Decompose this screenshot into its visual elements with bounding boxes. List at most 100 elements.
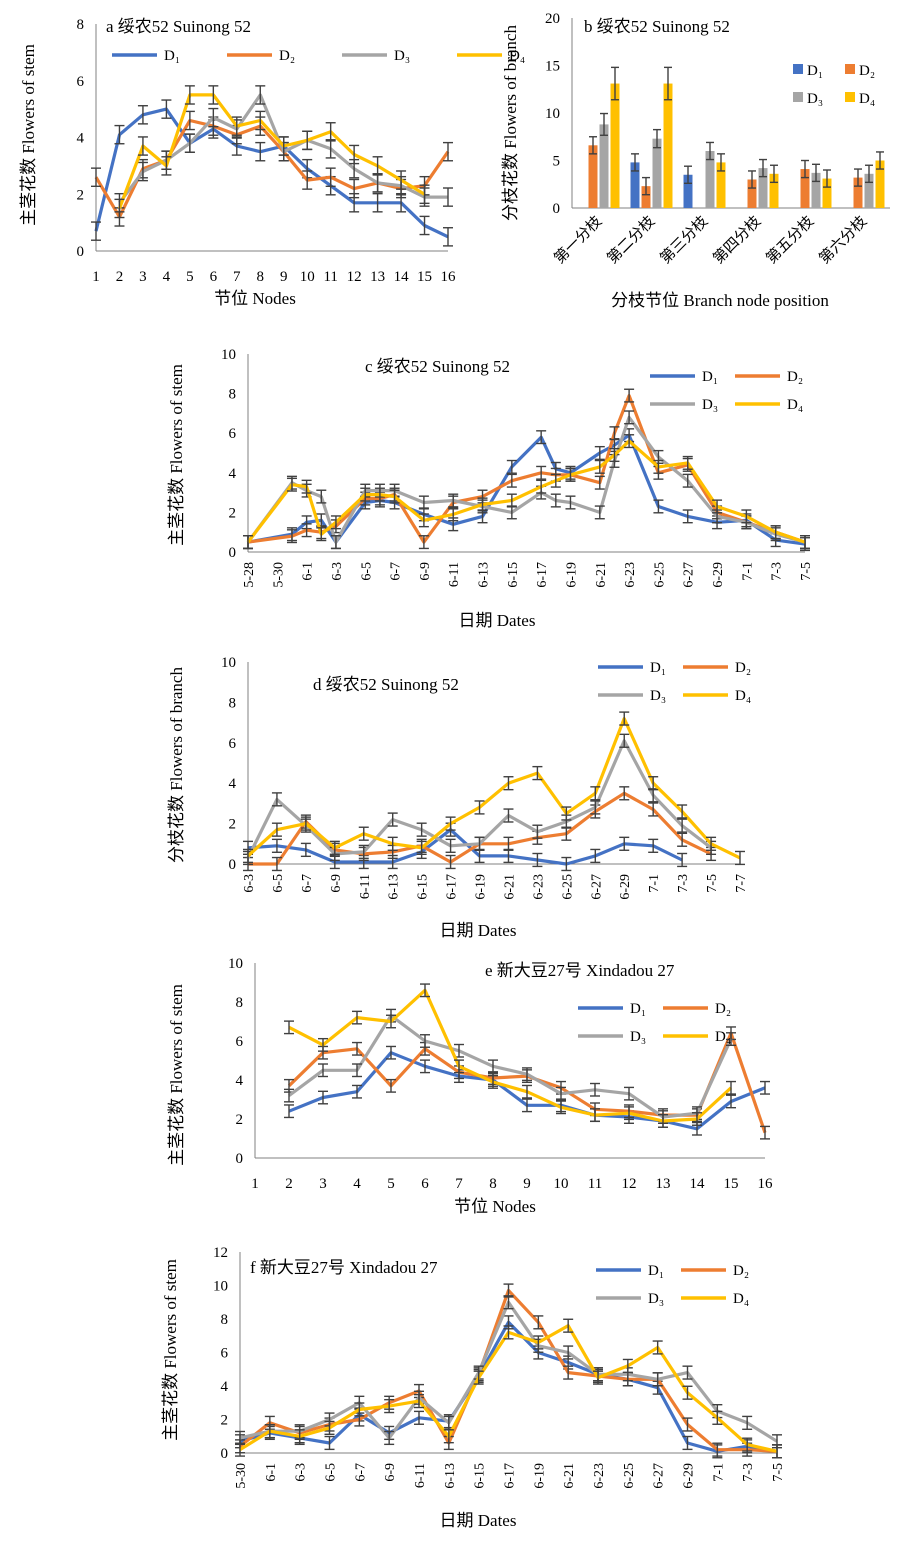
legend-label-d2: D₂ xyxy=(735,660,751,676)
bar-b-s3-c1 xyxy=(599,124,609,208)
series-line-e-d4 xyxy=(288,988,733,1123)
y-tick-label: 2 xyxy=(229,817,237,833)
y-tick-label: 8 xyxy=(236,995,244,1011)
bar-b-s2-c5 xyxy=(800,169,810,208)
x-tick-label: 7 xyxy=(455,1176,463,1192)
bar-b-s2-c1 xyxy=(588,145,598,208)
x-tick-label: 6-25 xyxy=(560,874,575,900)
legend-label-d3: D₃ xyxy=(807,91,823,107)
bar-b-s3-c3 xyxy=(705,151,715,208)
legend-label-d3: D₃ xyxy=(648,1291,664,1307)
bar-b-s3-c5 xyxy=(811,172,821,208)
chart-panel-e: 0 2 4 6 8 10 e 新大豆27号 Xindadou 27 节位 Nodes 主茎花数 … xyxy=(167,956,773,1216)
x-tick-label: 10 xyxy=(554,1176,569,1192)
x-tick-label: 7-1 xyxy=(647,874,662,893)
bar-b-s4-c5 xyxy=(822,178,832,208)
x-axis-label: 分枝节位 Branch node position xyxy=(611,291,829,310)
x-tick-label: 13 xyxy=(656,1176,671,1192)
x-tick-label: 7-1 xyxy=(740,562,755,581)
x-tick-label: 5-30 xyxy=(234,1463,249,1489)
x-tick-label: 6-5 xyxy=(271,874,286,893)
x-tick-label: 5-28 xyxy=(242,562,257,588)
chart-title: c 绥农52 Suinong 52 xyxy=(365,357,510,376)
x-tick-label: 13 xyxy=(370,269,385,285)
y-tick-label: 8 xyxy=(77,17,85,33)
y-tick-label: 2 xyxy=(229,505,237,521)
x-tick-label: 7-1 xyxy=(711,1463,726,1482)
x-tick-label: 6-17 xyxy=(503,1463,518,1489)
x-axis-label: 日期 Dates xyxy=(459,611,536,630)
x-tick-label: 7-3 xyxy=(741,1463,756,1482)
legend-label-d4: D₄ xyxy=(715,1029,731,1045)
x-axis-label: 节位 Nodes xyxy=(214,289,296,308)
x-tick-label: 6-11 xyxy=(447,562,462,587)
y-tick-label: 8 xyxy=(221,1312,229,1328)
y-tick-label: 8 xyxy=(229,387,237,403)
x-tick-label: 12 xyxy=(347,269,362,285)
bar-b-s4-c3 xyxy=(716,162,726,208)
bar-b-s4-c6 xyxy=(875,160,885,208)
y-tick-label: 5 xyxy=(553,154,561,170)
y-tick-label: 20 xyxy=(545,11,560,27)
series-line-a-d1 xyxy=(94,107,449,239)
y-axis-label: 主茎花数 Flowers of stem xyxy=(161,1259,180,1441)
x-tick-label: 7-5 xyxy=(705,874,720,893)
y-tick-label: 4 xyxy=(236,1073,244,1089)
x-tick-label: 第四分枝 xyxy=(709,212,764,267)
legend-label-d3: D₃ xyxy=(650,688,666,704)
bar-b-s4-c1 xyxy=(610,83,620,208)
x-tick-label: 8 xyxy=(489,1176,497,1192)
x-tick-label: 6-27 xyxy=(589,874,604,900)
x-tick-label: 7-3 xyxy=(770,562,785,581)
y-tick-label: 15 xyxy=(545,59,560,75)
x-tick-label: 第五分枝 xyxy=(762,212,817,267)
legend-label-d3: D₃ xyxy=(630,1029,646,1045)
y-tick-label: 10 xyxy=(221,655,236,671)
x-axis-label: 节位 Nodes xyxy=(454,1197,536,1216)
x-tick-label: 6-19 xyxy=(564,562,579,588)
x-tick-label: 5 xyxy=(387,1176,395,1192)
x-tick-label: 15 xyxy=(417,269,432,285)
y-tick-label: 6 xyxy=(229,426,237,442)
bar-b-s3-c2 xyxy=(652,138,662,208)
x-tick-label: 10 xyxy=(300,269,315,285)
legend-label-d1: D₁ xyxy=(650,660,666,676)
y-tick-label: 4 xyxy=(221,1379,229,1395)
x-tick-label: 6-15 xyxy=(473,1463,488,1489)
legend-label-d2: D₂ xyxy=(733,1263,749,1279)
x-tick-label: 6-11 xyxy=(358,874,373,899)
chart-title: e 新大豆27号 Xindadou 27 xyxy=(485,961,675,980)
y-tick-label: 10 xyxy=(228,956,243,972)
x-tick-label: 11 xyxy=(323,269,337,285)
x-tick-label: 3 xyxy=(139,269,147,285)
legend-label-d4: D₄ xyxy=(735,688,751,704)
x-tick-label: 6-3 xyxy=(242,874,257,893)
y-tick-label: 10 xyxy=(221,347,236,363)
bar-b-s1-c2 xyxy=(630,162,640,208)
y-tick-label: 0 xyxy=(229,857,237,873)
x-tick-label: 6-13 xyxy=(387,874,402,900)
x-tick-label: 6-25 xyxy=(652,562,667,588)
x-tick-label: 4 xyxy=(353,1176,361,1192)
chart-title: f 新大豆27号 Xindadou 27 xyxy=(250,1258,438,1277)
y-tick-label: 4 xyxy=(229,466,237,482)
x-tick-label: 6-15 xyxy=(506,562,521,588)
y-tick-label: 6 xyxy=(77,74,85,90)
legend-label-d4: D₄ xyxy=(787,397,803,413)
legend-swatch-d3 xyxy=(793,92,803,102)
x-tick-label: 第一分枝 xyxy=(550,212,605,267)
y-tick-label: 6 xyxy=(221,1346,229,1362)
x-tick-label: 3 xyxy=(319,1176,327,1192)
series-line-a-d4 xyxy=(118,93,426,209)
chart-panel-b: 0 5 10 15 20 b 绥农52 Suinong 52 分枝节位 Branch nod… xyxy=(501,11,890,310)
x-tick-label: 6-11 xyxy=(413,1463,428,1488)
x-tick-label: 7-3 xyxy=(676,874,691,893)
x-tick-label: 6-3 xyxy=(294,1463,309,1482)
x-tick-label: 9 xyxy=(280,269,288,285)
legend-label-d1: D₁ xyxy=(630,1001,646,1017)
chart-title: a 绥农52 Suinong 52 xyxy=(106,17,251,36)
x-tick-label: 6-29 xyxy=(711,562,726,588)
legend-swatch-d2 xyxy=(845,64,855,74)
x-axis-label: 日期 Dates xyxy=(440,921,517,940)
